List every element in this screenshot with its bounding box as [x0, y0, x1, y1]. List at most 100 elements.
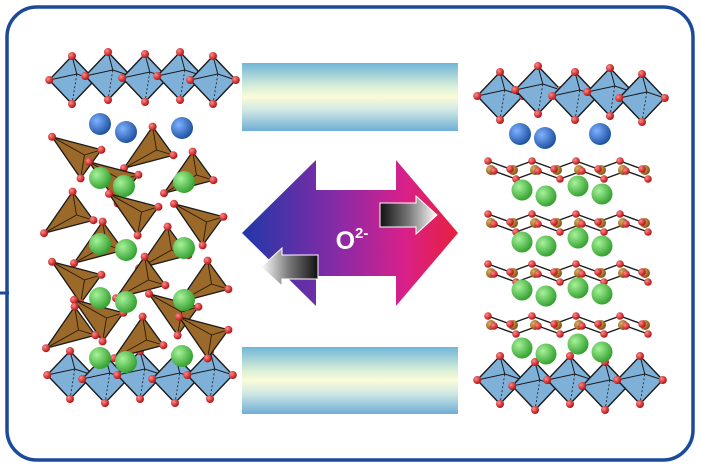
oxygen-atom	[484, 260, 492, 268]
oxygen-atom	[556, 228, 564, 236]
oxygen-atom	[43, 371, 52, 379]
oxygen-atom	[550, 320, 558, 328]
oxygen-atom	[638, 118, 646, 126]
bond-line	[581, 170, 605, 180]
oxygen-atom	[616, 312, 624, 320]
oxygen-atom	[534, 110, 542, 118]
oxygen-atom	[154, 202, 163, 211]
large-cation	[534, 127, 556, 149]
oxygen-atom	[160, 189, 168, 198]
octahedron-edge	[174, 372, 181, 404]
octahedron-edge	[499, 373, 506, 405]
oxygen-atom	[148, 375, 157, 383]
oxygen-atom	[512, 330, 520, 338]
bond-line	[531, 315, 555, 325]
oxygen-atom	[571, 116, 579, 124]
large-cation	[89, 113, 111, 135]
oxygen-atom	[644, 330, 652, 338]
oxygen-atom	[644, 175, 652, 183]
oxygen-atom	[616, 210, 624, 218]
oxygen-atom	[76, 174, 85, 183]
oxygen-atom	[613, 376, 622, 384]
oxygen-atom	[594, 320, 602, 328]
octahedron-edge	[212, 73, 219, 105]
oxygen-atom	[97, 270, 106, 279]
oxygen-atom	[145, 289, 153, 298]
oxygen-atom	[572, 260, 580, 268]
oxygen-atom	[484, 312, 492, 320]
octahedron-edge	[69, 368, 76, 400]
oxygen-atom	[97, 145, 106, 154]
oxygen-atom	[606, 112, 614, 120]
oxygen-atom	[104, 96, 112, 104]
oxygen-atom	[70, 259, 78, 268]
octahedron-edge	[104, 372, 111, 404]
oxygen-atom	[571, 68, 579, 76]
oxygen-atom	[171, 399, 179, 407]
oxygen-atom	[91, 331, 100, 340]
bond-line	[487, 160, 511, 170]
oxygen-atom	[48, 257, 56, 266]
octahedron-edge	[209, 368, 216, 400]
oxygen-atom	[534, 270, 542, 278]
oxygen-atom	[531, 358, 539, 366]
oxygen-atom	[78, 375, 87, 383]
oxygen-atom	[104, 48, 112, 56]
oxygen-atom	[496, 68, 504, 76]
oxygen-atom	[169, 151, 178, 160]
oxygen-atom	[528, 157, 536, 165]
green-cation	[535, 285, 557, 307]
green-cation	[89, 167, 111, 189]
bond-line	[575, 315, 599, 325]
oxygen-atom	[566, 352, 574, 360]
oxygen-atom	[175, 312, 183, 321]
oxygen-atom	[186, 76, 195, 84]
tetrahedron	[172, 202, 225, 247]
octahedron-edge	[537, 83, 544, 115]
oxygen-atom	[556, 278, 564, 286]
large-cation	[509, 123, 531, 145]
octahedron-edge	[604, 379, 611, 411]
oxygen-atom	[601, 406, 609, 414]
green-cation	[591, 235, 613, 257]
oxygen-atom	[113, 371, 122, 379]
oxygen-atom	[616, 260, 624, 268]
oxygen-ion-label: O2-	[336, 225, 369, 255]
bond-line	[575, 160, 599, 170]
oxygen-atom	[506, 165, 514, 173]
tetrahedron-edge	[51, 261, 85, 281]
oxygen-atom	[594, 218, 602, 226]
oxygen-atom	[490, 270, 498, 278]
oxygen-atom	[572, 312, 580, 320]
oxygen-atom	[224, 325, 233, 334]
oxygen-atom	[490, 220, 498, 228]
bond-line	[581, 325, 605, 335]
oxygen-atom	[484, 210, 492, 218]
tetrahedron-edge	[43, 214, 77, 234]
oxygen-atom	[496, 400, 504, 408]
oxygen-atom	[600, 330, 608, 338]
oxygen-atom	[484, 157, 492, 165]
oxygen-atom	[206, 395, 214, 403]
oxygen-atom	[153, 72, 162, 80]
bond-line	[531, 213, 555, 223]
oxygen-flow-icon	[260, 246, 319, 288]
oxygen-atom	[615, 94, 624, 102]
oxygen-atom	[636, 352, 644, 360]
oxygen-atom	[68, 187, 77, 196]
bond-line	[537, 325, 561, 335]
oxygen-atom	[173, 331, 182, 340]
oxygen-atom	[660, 94, 669, 102]
oxygen-atom	[550, 218, 558, 226]
oxygen-atom	[506, 320, 514, 328]
oxygen-atom	[98, 217, 107, 226]
bond-line	[581, 273, 605, 283]
oxygen-atom	[543, 376, 552, 384]
bond-line	[619, 213, 643, 223]
oxygen-atom	[506, 218, 514, 226]
bond-line	[493, 223, 517, 233]
octahedron-edge	[534, 379, 541, 411]
green-cation	[591, 341, 613, 363]
oxygen-atom	[42, 344, 50, 353]
bond-line	[537, 223, 561, 233]
